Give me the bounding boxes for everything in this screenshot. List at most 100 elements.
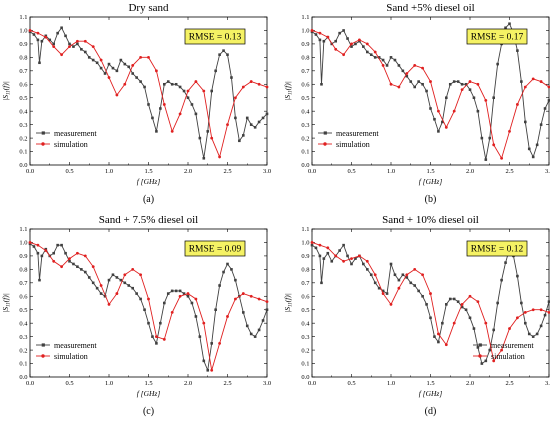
data-point-measurement: [535, 143, 539, 147]
data-point-simulation: [234, 96, 237, 100]
data-point-measurement: [346, 37, 349, 40]
rmse-label: RMSE = 0.13: [189, 33, 242, 43]
data-point-simulation: [468, 294, 472, 298]
data-point-measurement: [520, 301, 523, 305]
data-point-measurement: [437, 130, 440, 133]
data-point-simulation: [452, 321, 456, 325]
data-point-simulation: [115, 292, 119, 295]
data-point-measurement: [318, 38, 322, 42]
data-point-simulation: [484, 99, 488, 102]
data-point-measurement: [119, 278, 123, 282]
data-point-measurement: [448, 82, 452, 86]
data-point-measurement: [543, 107, 547, 110]
y-tick-label: 0.9: [19, 41, 27, 48]
y-tick-label: 0.2: [301, 347, 309, 354]
data-point-measurement: [245, 116, 249, 120]
data-point-measurement: [314, 33, 318, 36]
data-point-measurement: [448, 297, 452, 301]
data-point-measurement: [366, 268, 369, 271]
x-tick-label: 2.0: [184, 168, 192, 175]
data-point-simulation: [91, 45, 95, 48]
data-point-measurement: [127, 284, 131, 287]
data-point-simulation: [170, 311, 174, 314]
data-point-measurement: [56, 31, 59, 35]
panel-caption: (b): [425, 194, 437, 205]
legend-marker: [478, 354, 482, 358]
data-point-measurement: [103, 294, 107, 298]
data-point-measurement: [222, 49, 225, 52]
y-tick-label: 0.5: [301, 307, 309, 314]
data-point-measurement: [159, 321, 162, 325]
data-point-measurement: [516, 274, 519, 278]
y-tick-label: 0.8: [301, 267, 309, 274]
data-point-simulation: [218, 155, 222, 159]
data-point-simulation: [476, 300, 480, 304]
data-point-simulation: [444, 343, 448, 347]
y-tick-label: 0.4: [19, 320, 28, 327]
data-point-simulation: [444, 125, 448, 129]
data-point-simulation: [28, 241, 32, 244]
data-point-measurement: [40, 39, 44, 43]
rmse-box: [466, 240, 528, 257]
data-point-simulation: [516, 103, 519, 106]
y-tick-label: 1.0: [301, 28, 309, 35]
data-point-simulation: [194, 80, 198, 83]
x-tick-label: 3.0: [545, 168, 550, 175]
data-point-measurement: [48, 38, 52, 42]
y-tick-label: 1.0: [19, 28, 27, 35]
data-point-measurement: [68, 42, 71, 46]
data-point-measurement: [535, 332, 539, 336]
x-tick-label: 3.0: [263, 380, 271, 387]
x-tick-label: 1.5: [426, 168, 434, 175]
data-point-simulation: [170, 129, 174, 133]
data-point-simulation: [310, 241, 314, 244]
data-point-measurement: [385, 292, 389, 295]
data-point-simulation: [413, 64, 417, 67]
data-point-measurement: [350, 262, 353, 266]
y-tick-label: 0.1: [301, 361, 309, 368]
data-point-measurement: [377, 286, 381, 290]
y-tick-label: 0.8: [19, 55, 27, 62]
data-point-measurement: [249, 123, 253, 126]
data-point-measurement: [524, 321, 527, 325]
x-tick-label: 2.5: [505, 380, 513, 387]
data-point-measurement: [155, 342, 158, 345]
y-tick-label: 0.3: [301, 122, 309, 129]
data-point-measurement: [163, 301, 166, 305]
data-point-measurement: [504, 26, 507, 30]
data-point-simulation: [210, 368, 214, 372]
x-tick-label: 1.0: [105, 380, 113, 387]
data-point-simulation: [460, 302, 464, 306]
data-point-measurement: [377, 56, 381, 59]
data-point-measurement: [373, 281, 377, 285]
data-point-simulation: [484, 321, 488, 325]
data-point-simulation: [60, 265, 63, 269]
x-tick-label: 1.0: [387, 168, 395, 175]
x-tick-label: 0.5: [65, 380, 73, 387]
data-point-simulation: [421, 66, 424, 70]
data-point-simulation: [516, 316, 519, 320]
data-point-measurement: [445, 96, 448, 100]
data-point-measurement: [174, 82, 178, 86]
data-point-measurement: [226, 262, 229, 266]
data-point-simulation: [241, 85, 245, 89]
data-point-measurement: [166, 292, 170, 295]
x-axis-label: f [GHz]: [137, 389, 161, 398]
data-point-measurement: [64, 251, 67, 255]
data-point-measurement: [155, 130, 158, 133]
data-point-measurement: [484, 158, 488, 161]
data-point-simulation: [468, 80, 472, 83]
data-point-measurement: [190, 103, 194, 106]
y-tick-label: 1.1: [301, 14, 309, 21]
data-point-measurement: [362, 262, 365, 266]
data-point-measurement: [318, 254, 322, 258]
data-point-simulation: [539, 80, 543, 83]
data-point-measurement: [36, 38, 40, 42]
y-tick-label: 1.1: [19, 226, 27, 233]
data-point-measurement: [417, 289, 420, 293]
legend-label: measurement: [54, 129, 97, 138]
data-point-measurement: [91, 58, 95, 62]
data-point-measurement: [261, 116, 265, 120]
data-point-measurement: [464, 82, 468, 86]
data-point-simulation: [500, 156, 503, 160]
